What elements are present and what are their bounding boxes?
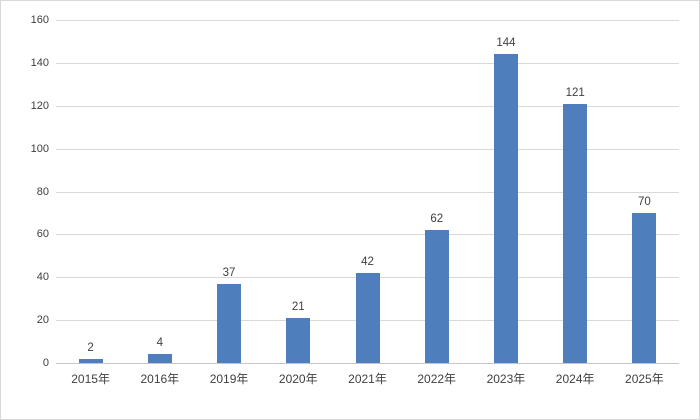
bar	[424, 230, 449, 363]
y-tick-label: 160	[30, 14, 49, 26]
bar	[147, 354, 172, 363]
bar-value-label: 2	[87, 341, 94, 354]
x-axis-line	[56, 363, 679, 364]
y-tick-label: 140	[30, 56, 49, 69]
bar-value-label: 4	[156, 337, 164, 350]
gridline	[56, 191, 679, 193]
bar-value-label: 121	[565, 86, 585, 99]
x-tick-label: 2022年	[417, 372, 457, 386]
y-tick-label: 100	[30, 142, 49, 155]
gridline	[56, 62, 679, 64]
bar-value-label: 70	[637, 195, 651, 208]
x-tick-label: 2021年	[348, 372, 387, 386]
gridline	[56, 148, 679, 150]
y-tick-label: 80	[36, 185, 49, 198]
gridline	[56, 234, 679, 236]
bar-value-label: 37	[222, 266, 236, 279]
y-tick-label: 60	[36, 228, 49, 241]
gridline	[56, 105, 679, 107]
y-tick-label: 0	[42, 357, 49, 369]
bar-value-label: 42	[361, 255, 374, 268]
y-tick-label: 120	[30, 99, 49, 112]
y-tick-label: 40	[36, 271, 49, 284]
x-tick-label: 2024年	[555, 372, 595, 386]
bar	[355, 272, 380, 363]
bar-value-label: 144	[496, 37, 516, 50]
x-tick-label: 2016年	[140, 372, 180, 386]
bar	[286, 317, 311, 363]
bar	[78, 358, 103, 363]
bar-value-label: 62	[430, 213, 444, 226]
bar	[563, 103, 588, 363]
x-tick-label: 2020年	[278, 372, 318, 386]
bar	[217, 283, 242, 363]
x-tick-label: 2023年	[486, 372, 526, 386]
x-tick-label: 2015年	[71, 372, 110, 386]
x-tick-label: 2019年	[209, 372, 249, 386]
bar	[493, 54, 518, 363]
bar-value-label: 21	[291, 300, 305, 313]
gridline	[56, 20, 679, 21]
bar	[632, 212, 657, 363]
x-tick-label: 2025年	[625, 372, 664, 386]
y-tick-label: 20	[36, 314, 49, 327]
